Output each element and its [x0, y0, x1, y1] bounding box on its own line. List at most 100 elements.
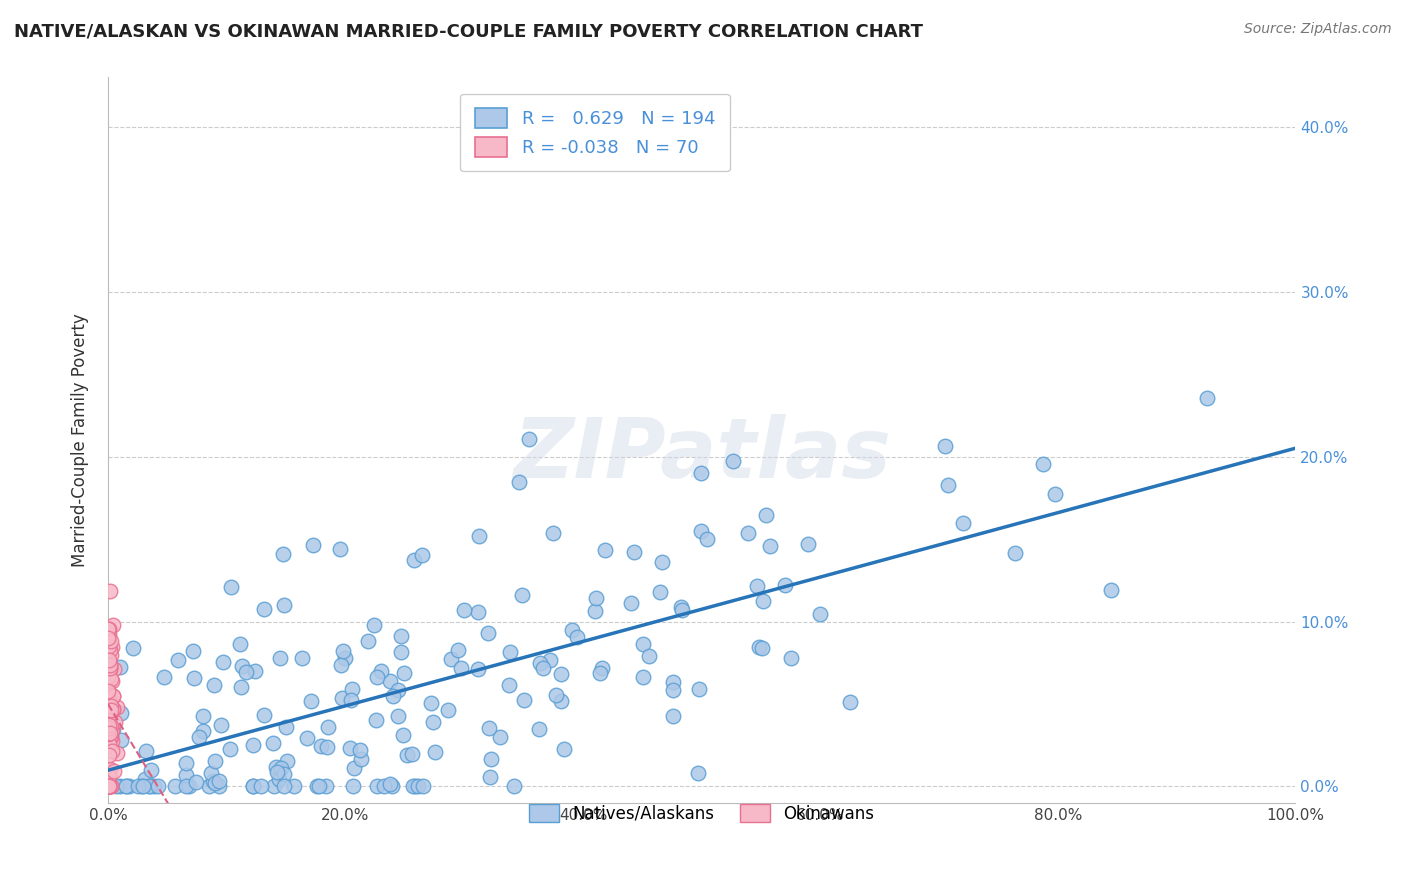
- Point: [97, 693, 120, 707]
- Text: ZIPatlas: ZIPatlas: [513, 414, 890, 495]
- Point: [100, 698, 122, 713]
- Point: [204, 776, 226, 790]
- Point: [453, 603, 475, 617]
- Point: [531, 661, 554, 675]
- Point: [723, 453, 745, 467]
- Point: [747, 579, 769, 593]
- Point: [269, 651, 291, 665]
- Point: [177, 780, 200, 794]
- Point: [242, 739, 264, 753]
- Point: [373, 780, 395, 794]
- Point: [508, 475, 530, 489]
- Point: [98, 707, 121, 722]
- Point: [148, 780, 170, 794]
- Point: [110, 706, 132, 720]
- Point: [98, 662, 121, 676]
- Point: [378, 674, 401, 689]
- Point: [98, 657, 121, 672]
- Point: [143, 780, 166, 794]
- Point: [406, 780, 429, 794]
- Point: [97, 720, 120, 734]
- Point: [231, 680, 253, 694]
- Point: [315, 739, 337, 754]
- Point: [544, 688, 567, 702]
- Point: [502, 780, 524, 794]
- Point: [662, 674, 685, 689]
- Point: [1032, 458, 1054, 472]
- Point: [138, 780, 160, 794]
- Point: [100, 723, 122, 738]
- Point: [97, 639, 120, 653]
- Point: [127, 780, 149, 794]
- Point: [181, 644, 204, 658]
- Point: [583, 603, 606, 617]
- Point: [737, 526, 759, 541]
- Point: [98, 780, 121, 794]
- Point: [436, 703, 458, 717]
- Point: [561, 624, 583, 638]
- Text: NATIVE/ALASKAN VS OKINAWAN MARRIED-COUPLE FAMILY POVERTY CORRELATION CHART: NATIVE/ALASKAN VS OKINAWAN MARRIED-COUPL…: [14, 22, 924, 40]
- Point: [114, 780, 136, 794]
- Legend: Natives/Alaskans, Okinawans: Natives/Alaskans, Okinawans: [517, 792, 886, 835]
- Point: [174, 756, 197, 770]
- Point: [97, 704, 120, 718]
- Point: [283, 779, 305, 793]
- Point: [100, 672, 122, 686]
- Point: [153, 670, 176, 684]
- Point: [101, 618, 124, 632]
- Point: [311, 739, 333, 753]
- Point: [132, 780, 155, 794]
- Point: [188, 730, 211, 744]
- Point: [134, 772, 156, 786]
- Point: [751, 640, 773, 655]
- Point: [200, 765, 222, 780]
- Y-axis label: Married-Couple Family Poverty: Married-Couple Family Poverty: [72, 313, 89, 567]
- Point: [98, 726, 121, 740]
- Point: [796, 537, 818, 551]
- Point: [378, 777, 401, 791]
- Point: [101, 640, 124, 655]
- Point: [308, 780, 330, 794]
- Point: [412, 780, 434, 794]
- Point: [633, 670, 655, 684]
- Point: [623, 545, 645, 559]
- Point: [340, 681, 363, 696]
- Point: [204, 754, 226, 768]
- Point: [550, 666, 572, 681]
- Point: [98, 692, 121, 706]
- Point: [363, 617, 385, 632]
- Point: [100, 648, 122, 662]
- Point: [97, 774, 120, 789]
- Point: [235, 665, 257, 680]
- Point: [366, 780, 388, 794]
- Point: [350, 752, 373, 766]
- Point: [103, 722, 125, 736]
- Point: [389, 645, 412, 659]
- Point: [779, 650, 801, 665]
- Point: [839, 695, 862, 709]
- Point: [295, 731, 318, 745]
- Point: [208, 780, 231, 794]
- Point: [273, 767, 295, 781]
- Point: [696, 532, 718, 546]
- Point: [100, 727, 122, 741]
- Point: [264, 760, 287, 774]
- Point: [478, 770, 501, 784]
- Point: [101, 734, 124, 748]
- Point: [349, 743, 371, 757]
- Point: [98, 653, 121, 667]
- Point: [318, 720, 340, 734]
- Point: [513, 693, 536, 707]
- Point: [219, 580, 242, 594]
- Point: [343, 761, 366, 775]
- Point: [263, 780, 285, 794]
- Point: [553, 741, 575, 756]
- Point: [97, 622, 120, 636]
- Point: [638, 648, 661, 663]
- Point: [98, 731, 121, 745]
- Point: [273, 599, 295, 613]
- Point: [467, 662, 489, 676]
- Point: [370, 664, 392, 678]
- Point: [174, 780, 197, 794]
- Point: [98, 643, 121, 657]
